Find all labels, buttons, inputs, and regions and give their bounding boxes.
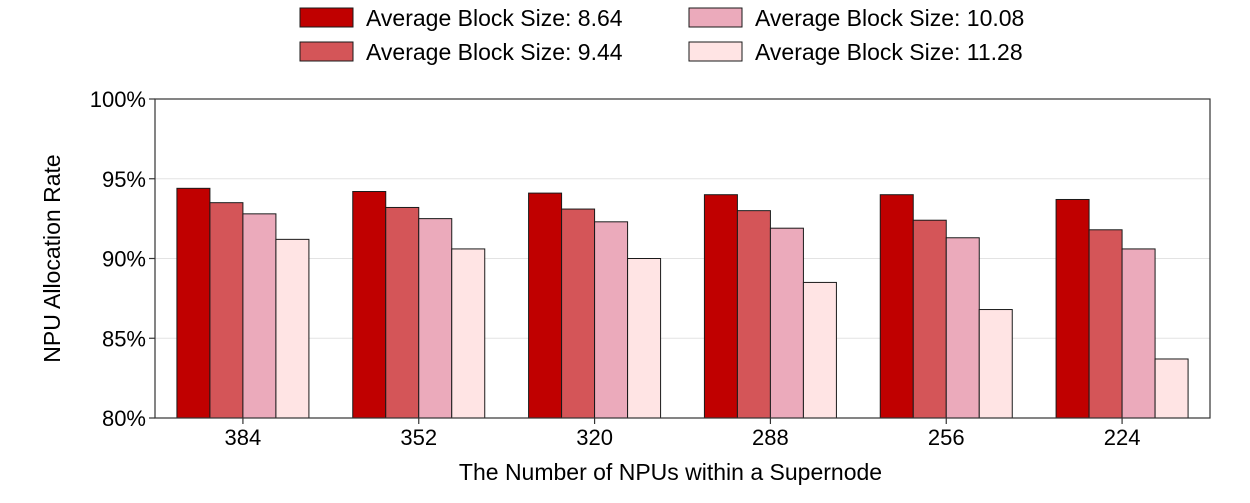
bar-256-series-2 bbox=[912, 219, 947, 419]
legend-swatch bbox=[688, 7, 743, 28]
legend-swatch bbox=[688, 41, 743, 62]
legend-label: Average Block Size: 9.44 bbox=[366, 39, 623, 65]
bar-288-series-1 bbox=[703, 194, 738, 419]
x-tick-label: 256 bbox=[928, 425, 965, 450]
bar-224-series-4 bbox=[1154, 358, 1189, 419]
bars bbox=[176, 187, 1189, 419]
y-tick-label: 85% bbox=[102, 326, 146, 351]
x-tick-label: 288 bbox=[752, 425, 789, 450]
bar-320-series-3 bbox=[594, 221, 629, 419]
x-axis-label: The Number of NPUs within a Supernode bbox=[459, 459, 882, 485]
bar-320-series-1 bbox=[528, 192, 563, 419]
bar-384-series-1 bbox=[176, 187, 211, 419]
bar-288-series-4 bbox=[802, 281, 837, 419]
y-tick-label: 80% bbox=[102, 406, 146, 431]
bar-224-series-2 bbox=[1088, 229, 1123, 419]
legend-label: Average Block Size: 11.28 bbox=[755, 39, 1023, 65]
legend-swatch bbox=[299, 7, 354, 28]
bar-384-series-2 bbox=[209, 202, 244, 419]
bar-256-series-1 bbox=[879, 194, 914, 419]
bar-224-series-3 bbox=[1121, 248, 1156, 419]
legend-swatch bbox=[299, 41, 354, 62]
y-axis: 80% 85% 90% 95% 100% bbox=[90, 87, 155, 431]
y-tick-label: 95% bbox=[102, 167, 146, 192]
bar-224-series-1 bbox=[1055, 198, 1090, 419]
legend: Average Block Size: 8.64 Average Block Si… bbox=[299, 5, 1024, 65]
bar-256-series-3 bbox=[945, 237, 980, 419]
bar-288-series-2 bbox=[736, 210, 771, 419]
bar-320-series-4 bbox=[627, 258, 662, 419]
bar-288-series-3 bbox=[769, 227, 804, 419]
y-tick-label: 100% bbox=[90, 87, 146, 112]
bar-352-series-3 bbox=[418, 218, 453, 419]
x-tick-label: 320 bbox=[576, 425, 613, 450]
grid-lines bbox=[155, 178, 1210, 339]
x-axis: 384 352 320 288 256 224 bbox=[225, 418, 1141, 450]
bar-256-series-4 bbox=[978, 309, 1013, 419]
x-tick-label: 384 bbox=[225, 425, 262, 450]
x-tick-label: 352 bbox=[400, 425, 437, 450]
bar-352-series-2 bbox=[385, 206, 420, 419]
bar-384-series-4 bbox=[275, 238, 310, 419]
y-tick-label: 90% bbox=[102, 247, 146, 272]
bar-320-series-2 bbox=[561, 208, 596, 419]
legend-label: Average Block Size: 8.64 bbox=[366, 5, 623, 31]
x-tick-label: 224 bbox=[1104, 425, 1141, 450]
bar-384-series-3 bbox=[242, 213, 277, 419]
bar-352-series-4 bbox=[451, 248, 486, 419]
legend-label: Average Block Size: 10.08 bbox=[755, 5, 1024, 31]
y-axis-label: NPU Allocation Rate bbox=[39, 154, 65, 362]
bar-352-series-1 bbox=[352, 191, 387, 419]
